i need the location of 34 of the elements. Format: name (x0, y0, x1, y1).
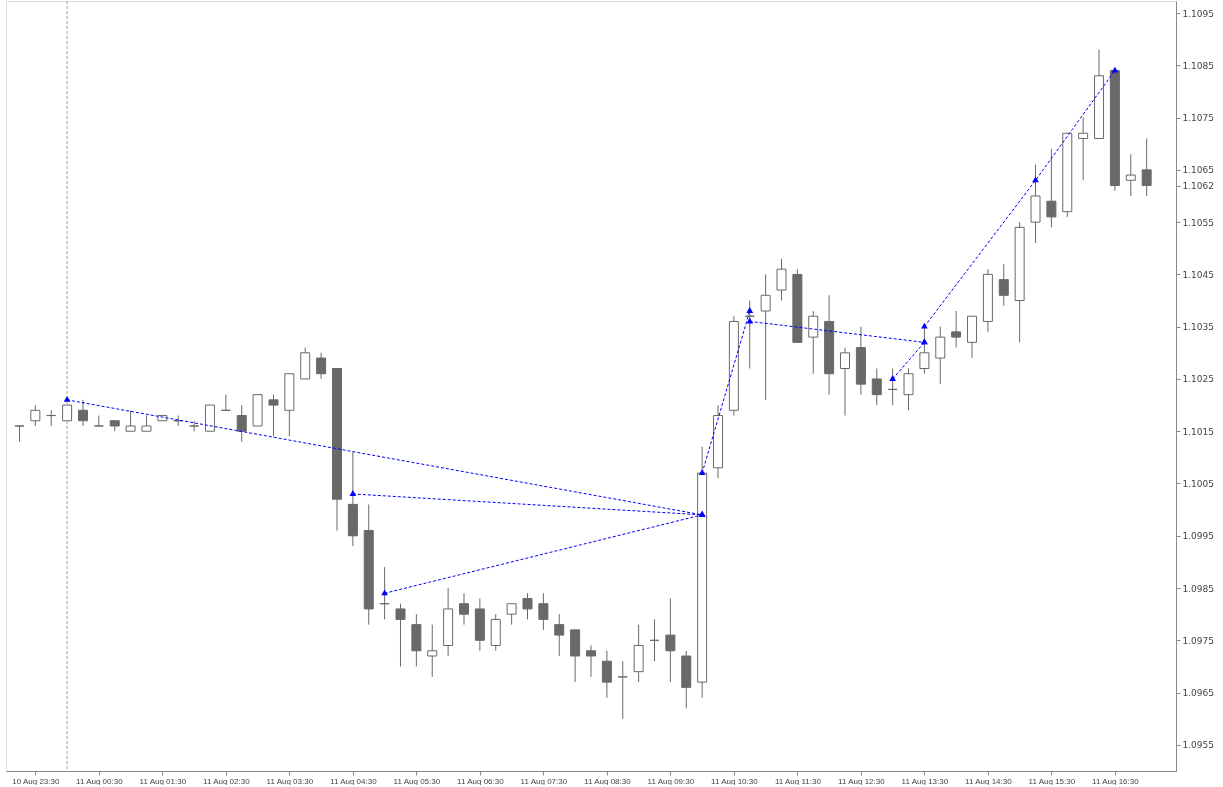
y-tick-label: 1.1062 (1182, 181, 1214, 192)
y-tick-label: 1.1065 (1182, 165, 1214, 176)
x-tick-label: 11 Aug 00:30 (76, 776, 124, 786)
x-tick-label: 11 Aug 12:30 (838, 776, 886, 786)
x-tick-label: 11 Aug 11:30 (774, 776, 822, 786)
x-tick-label: 10 Aug 23:30 (12, 776, 60, 786)
y-tick-label: 1.1055 (1182, 217, 1214, 228)
y-tick-label: 1.1075 (1182, 113, 1214, 124)
y-tick-label: 1.1085 (1182, 60, 1214, 71)
y-tick-label: 1.0985 (1182, 583, 1214, 594)
y-tick-label: 1.1035 (1182, 322, 1214, 333)
y-tick-label: 1.1005 (1182, 478, 1214, 489)
y-tick-label: 1.0995 (1182, 531, 1214, 542)
y-tick-label: 1.0975 (1182, 635, 1214, 646)
y-tick-label: 1.1045 (1182, 269, 1214, 280)
y-tick-label: 1.1025 (1182, 374, 1214, 385)
x-tick-label: 11 Aug 16:30 (1092, 776, 1140, 786)
x-tick-label: 11 Aug 14:30 (965, 776, 1013, 786)
x-tick-label: 11 Aug 10:30 (711, 776, 759, 786)
y-tick-label: 1.1095 (1182, 8, 1214, 19)
x-tick-label: 11 Aug 01:30 (139, 776, 187, 786)
y-tick-label: 1.1015 (1182, 426, 1214, 437)
y-tick-label: 1.0955 (1182, 740, 1214, 751)
x-tick-label: 11 Aug 02:30 (203, 776, 251, 786)
y-tick-label: 1.0965 (1182, 688, 1214, 699)
x-tick-label: 11 Aug 05:30 (393, 776, 441, 786)
x-tick-label: 11 Aug 07:30 (520, 776, 568, 786)
x-tick-label: 11 Aug 15:30 (1028, 776, 1076, 786)
x-tick-label: 11 Aug 09:30 (647, 776, 695, 786)
x-tick-label: 11 Aug 04:30 (330, 776, 378, 786)
x-tick-label: 11 Aug 08:30 (584, 776, 632, 786)
x-tick-label: 11 Aug 03:30 (266, 776, 314, 786)
x-tick-label: 11 Aug 13:30 (901, 776, 949, 786)
x-tick-label: 11 Aug 06:30 (457, 776, 505, 786)
